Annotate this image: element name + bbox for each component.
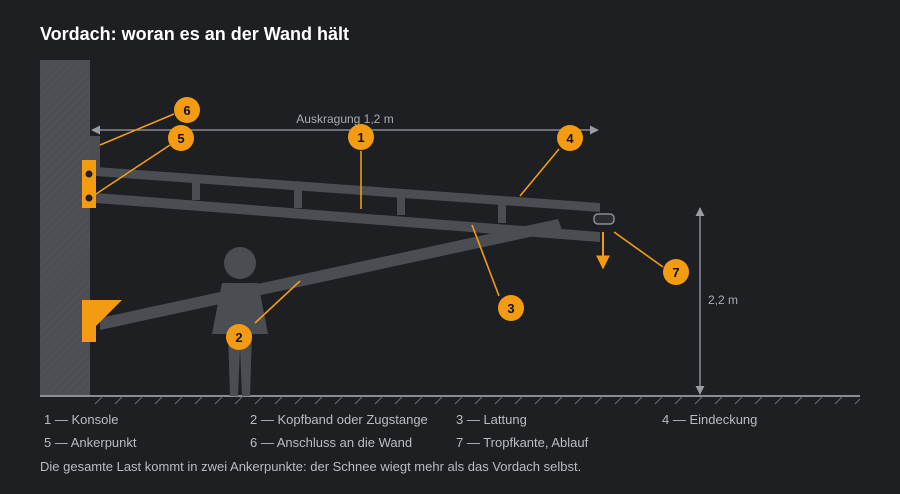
callout-4: 4 bbox=[557, 125, 583, 151]
ground bbox=[40, 395, 861, 405]
legend-item-covering: 4 — Eindeckung bbox=[662, 412, 758, 427]
drip-edge bbox=[593, 213, 615, 225]
wall-connection bbox=[90, 136, 100, 170]
svg-text:3: 3 bbox=[507, 301, 514, 316]
callout-5: 5 bbox=[168, 125, 194, 151]
svg-text:7: 7 bbox=[672, 265, 679, 280]
knee-brace-strut bbox=[100, 219, 562, 330]
footnote: Die gesamte Last kommt in zwei Ankerpunk… bbox=[40, 459, 582, 474]
svg-text:5: 5 bbox=[177, 131, 184, 146]
overhang-label: Auskragung 1,2 m bbox=[296, 112, 393, 126]
legend-item-drip-edge: 7 — Tropfkante, Ablauf bbox=[456, 435, 589, 450]
legend-item-battens: 3 — Lattung bbox=[456, 412, 527, 427]
lower-anchor bbox=[82, 300, 122, 342]
callout-7: 7 bbox=[663, 259, 689, 285]
legend-item-knee-brace: 2 — Kopfband oder Zugstange bbox=[250, 412, 428, 427]
legend: 1 — Konsole 2 — Kopfband oder Zugstange … bbox=[44, 411, 864, 451]
svg-text:2: 2 bbox=[235, 330, 242, 345]
svg-text:1: 1 bbox=[357, 130, 364, 145]
legend-item-wall-connection: 6 — Anschluss an die Wand bbox=[250, 435, 413, 450]
upper-anchor bbox=[82, 160, 96, 208]
height-label: 2,2 m bbox=[708, 293, 738, 307]
overhang-dimension: Auskragung 1,2 m bbox=[91, 112, 599, 135]
legend-item-anchor-point: 5 — Ankerpunkt bbox=[44, 435, 137, 450]
callout-2: 2 bbox=[226, 324, 252, 350]
battens bbox=[192, 180, 506, 223]
callout-6: 6 bbox=[174, 97, 200, 123]
height-dimension: 2,2 m bbox=[695, 207, 738, 395]
callout-3: 3 bbox=[498, 295, 524, 321]
callout-1: 1 bbox=[348, 124, 374, 150]
roof-covering-beam bbox=[96, 167, 600, 212]
leader-lines bbox=[95, 113, 664, 324]
person-silhouette bbox=[212, 247, 268, 396]
diagram-title: Vordach: woran es an der Wand hält bbox=[40, 24, 350, 44]
svg-text:4: 4 bbox=[566, 131, 574, 146]
legend-item-console: 1 — Konsole bbox=[44, 412, 119, 427]
svg-text:6: 6 bbox=[183, 103, 190, 118]
wall bbox=[40, 60, 90, 396]
